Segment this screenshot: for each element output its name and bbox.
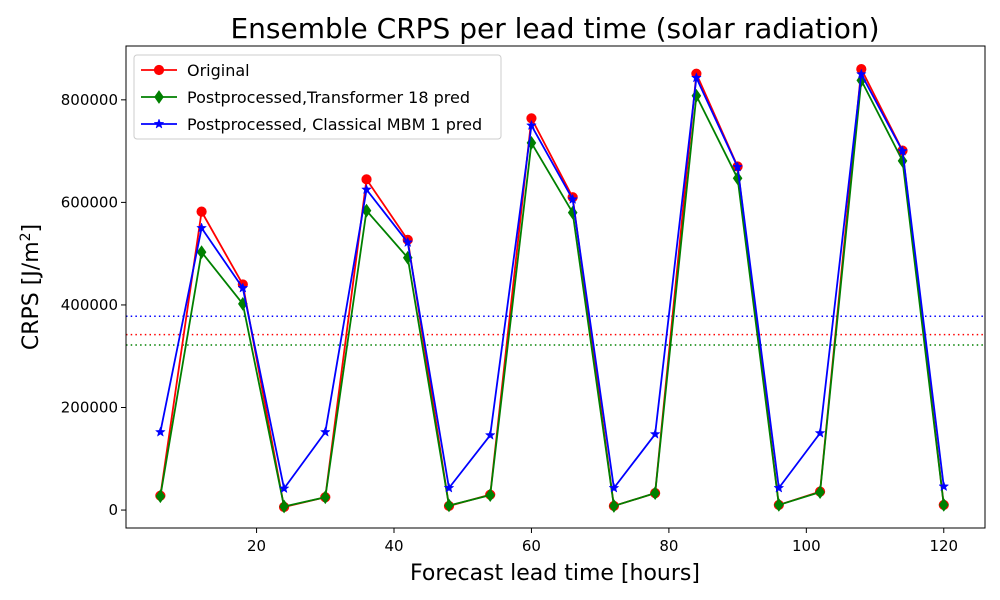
x-tick-label: 100: [792, 537, 821, 555]
legend-label-0: Original: [187, 61, 250, 80]
data-point-s2-8: [484, 429, 496, 440]
data-point-s2-3: [278, 482, 290, 494]
y-axis-label: CRPS [J/m2]: [18, 224, 44, 350]
data-point-s1-14: [732, 171, 743, 186]
data-point-s2-13: [690, 72, 702, 83]
y-tick-label: 400000: [61, 296, 118, 314]
data-point-s1-16: [815, 485, 825, 499]
chart-title: Ensemble CRPS per lead time (solar radia…: [230, 12, 879, 45]
y-tick-label: 800000: [61, 91, 118, 109]
y-axis-label-main: CRPS [J/m: [19, 241, 44, 350]
x-tick-label: 40: [384, 537, 403, 555]
y-axis-ticks: 0 200000 400000 600000 800000: [61, 91, 126, 519]
x-axis-ticks: 20 40 60 80 100 120: [247, 528, 958, 555]
data-point-s2-16: [814, 427, 826, 438]
x-axis-label: Forecast lead time [hours]: [410, 561, 700, 586]
data-point-s2-7: [443, 482, 455, 493]
data-point-s2-15: [773, 482, 785, 493]
x-tick-label: 120: [929, 537, 958, 555]
x-tick-label: 80: [659, 537, 678, 555]
y-tick-label: 200000: [61, 399, 118, 417]
data-point-s2-4: [319, 426, 331, 437]
legend-label-2: Postprocessed, Classical MBM 1 pred: [187, 115, 482, 134]
mean-lines: [126, 315, 985, 346]
data-point-s1-10: [567, 205, 578, 220]
data-point-s1-0: [155, 489, 166, 504]
y-tick-label: 0: [108, 501, 118, 519]
data-point-s2-11: [608, 482, 620, 493]
y-axis-label-sup: 2: [18, 232, 34, 241]
data-point-s2-10: [567, 193, 579, 204]
data-point-s2-17: [855, 68, 867, 79]
data-point-s0-1: [196, 206, 207, 217]
legend: Original Postprocessed,Transformer 18 pre…: [133, 54, 502, 140]
data-point-s2-6: [402, 236, 414, 248]
legend-marker-2: [153, 118, 165, 129]
data-point-s1-3: [279, 499, 289, 514]
data-point-s1-12: [650, 486, 660, 501]
legend-marker-1: [154, 90, 164, 104]
y-tick-label: 600000: [61, 193, 118, 211]
series-line-1: [159, 79, 945, 508]
legend-box: [133, 54, 502, 140]
data-point-s2-12: [649, 428, 661, 439]
legend-label-1: Postprocessed,Transformer 18 pred: [187, 88, 470, 107]
data-point-s1-19: [938, 498, 949, 512]
series-layer: [154, 63, 950, 514]
x-tick-label: 20: [247, 537, 266, 555]
y-axis-label-end: ]: [19, 224, 44, 233]
data-point-s2-1: [196, 222, 208, 233]
data-point-s0-5: [361, 174, 372, 185]
data-point-s2-14: [732, 161, 744, 172]
data-point-s2-19: [938, 480, 950, 492]
data-point-s2-18: [897, 145, 908, 156]
data-point-s2-9: [526, 119, 537, 131]
data-point-s1-7: [444, 498, 454, 513]
legend-marker-0: [153, 64, 165, 76]
data-point-s2-2: [237, 282, 249, 293]
series-line-2: [159, 73, 945, 490]
data-point-s1-11: [609, 499, 619, 513]
series-2: [154, 68, 950, 494]
data-point-s1-15: [774, 498, 784, 512]
data-point-s2-0: [154, 426, 166, 437]
plot-frame: [125, 45, 986, 529]
data-point-s1-4: [320, 490, 331, 505]
data-point-s2-5: [361, 183, 372, 195]
data-point-s1-8: [485, 488, 496, 503]
data-point-s1-1: [196, 245, 207, 260]
x-tick-label: 60: [522, 537, 541, 555]
